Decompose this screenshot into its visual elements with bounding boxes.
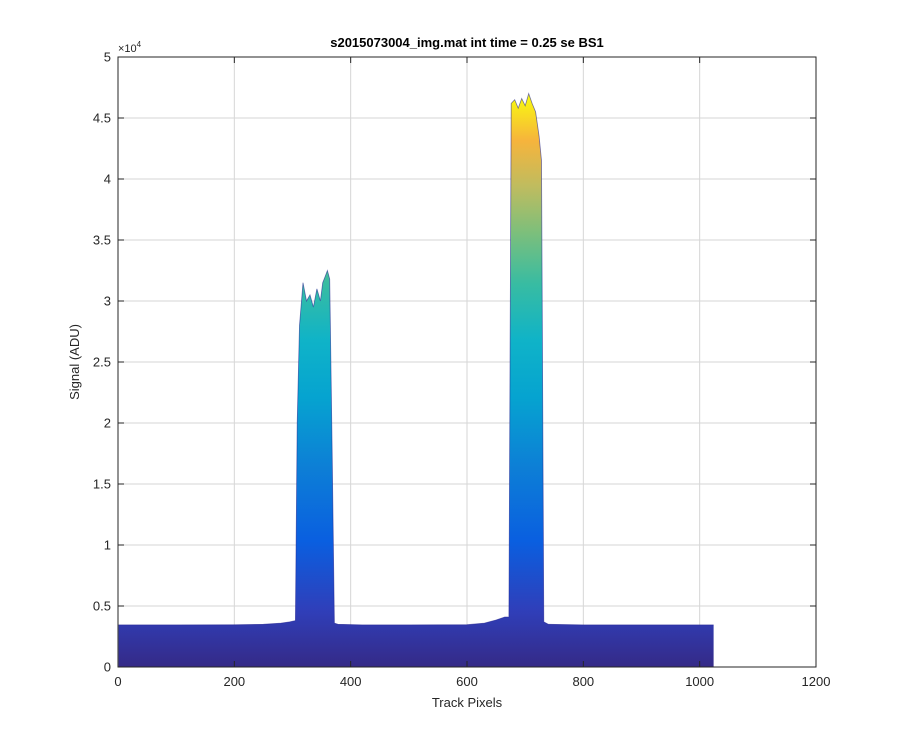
ticks: 0 200 400 600 800 1000 1200 0 0.5 1 1.5 2 2.5 3 3.5 4 4.… — [93, 50, 831, 690]
data-marks — [118, 92, 714, 668]
y-tick-label: 4.5 — [93, 111, 111, 126]
y-tick-label: 0 — [104, 660, 111, 675]
y-multiplier-exp: 4 — [137, 40, 142, 49]
signal-outline-series-0 — [118, 92, 714, 626]
x-axis-label: Track Pixels — [432, 695, 503, 710]
grid — [118, 57, 816, 667]
y-multiplier-base: ×10 — [118, 43, 137, 55]
y-tick-label: 3 — [104, 294, 111, 309]
x-tick-label: 600 — [456, 674, 478, 689]
y-tick-label: 2.5 — [93, 355, 111, 370]
y-tick-label: 2 — [104, 416, 111, 431]
chart-title: s2015073004_img.mat int time = 0.25 se B… — [330, 35, 604, 50]
y-multiplier: ×104 — [118, 40, 142, 55]
y-axis-label: Signal (ADU) — [67, 324, 82, 400]
x-tick-label: 0 — [114, 674, 121, 689]
x-tick-label: 200 — [223, 674, 245, 689]
y-tick-label: 1.5 — [93, 477, 111, 492]
x-tick-label: 800 — [572, 674, 594, 689]
y-tick-label: 3.5 — [93, 233, 111, 248]
y-tick-label: 0.5 — [93, 599, 111, 614]
x-tick-label: 1000 — [685, 674, 714, 689]
y-tick-label: 1 — [104, 538, 111, 553]
x-tick-label: 400 — [340, 674, 362, 689]
y-tick-label: 5 — [104, 50, 111, 65]
x-tick-label: 1200 — [802, 674, 831, 689]
y-tick-label: 4 — [104, 172, 111, 187]
